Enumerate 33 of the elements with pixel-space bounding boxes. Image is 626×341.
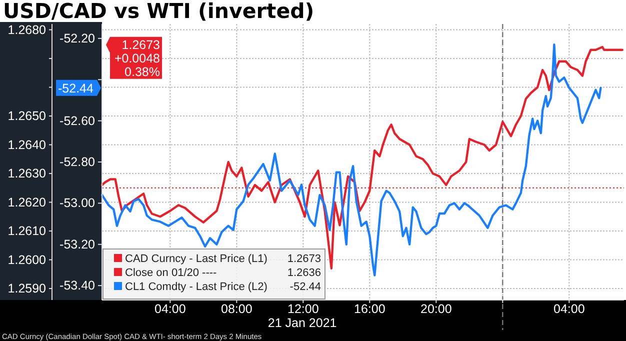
x-tick-label: 04:00 [154,302,186,316]
x-tick-label: 08:00 [221,302,252,316]
y-tick-label: 1.2600 [8,252,46,267]
y-tick-label: 1.2610 [8,224,46,238]
legend-label: CAD Curncy - Last Price (L1) [125,253,268,265]
y-tick-label: 1.2590 [8,282,46,296]
y-tick-label: 1.2620 [8,195,46,210]
y2-tick-label: -52.60 [60,114,96,128]
x-tick-label: 16:00 [354,302,386,316]
annotation: 1.2673 [122,38,160,52]
annotation: 1.2673 [287,253,321,265]
chart-title: USD/CAD vs WTI (inverted) [3,0,314,23]
y2-tick-label: -53.20 [60,237,96,252]
annotation: 0.38% [124,64,160,79]
y-tick-label: 1.2630 [8,166,46,180]
legend-label: Close on 01/20 ---- [125,267,218,279]
y2-tick-label: -53.40 [60,278,96,293]
annotation: 1.2636 [287,267,321,279]
y-tick-label: 1.2650 [8,109,46,123]
x-tick-label: 20:00 [420,302,452,316]
legend-label: CL1 Comdty - Last Price (L2) [125,281,268,293]
price-tag: 1.2673 +0.0048 0.38% [106,36,162,79]
y-tick-label: 1.2680 [8,22,46,37]
y2-tick-label: -52.80 [60,155,96,169]
price-tag: -52.44 [56,80,101,96]
y2-tick-label: -52.20 [60,31,96,46]
annotation: -52.44 [290,281,321,293]
y-tick-label: 1.2640 [8,138,46,152]
y2-tick-label: -53.00 [60,196,96,210]
annotation: +0.0048 [114,51,160,66]
x-tick-label: 04:00 [554,302,585,316]
x-tick-label: 12:00 [288,302,319,316]
x-axis-title: 21 Jan 2021 [268,316,337,330]
